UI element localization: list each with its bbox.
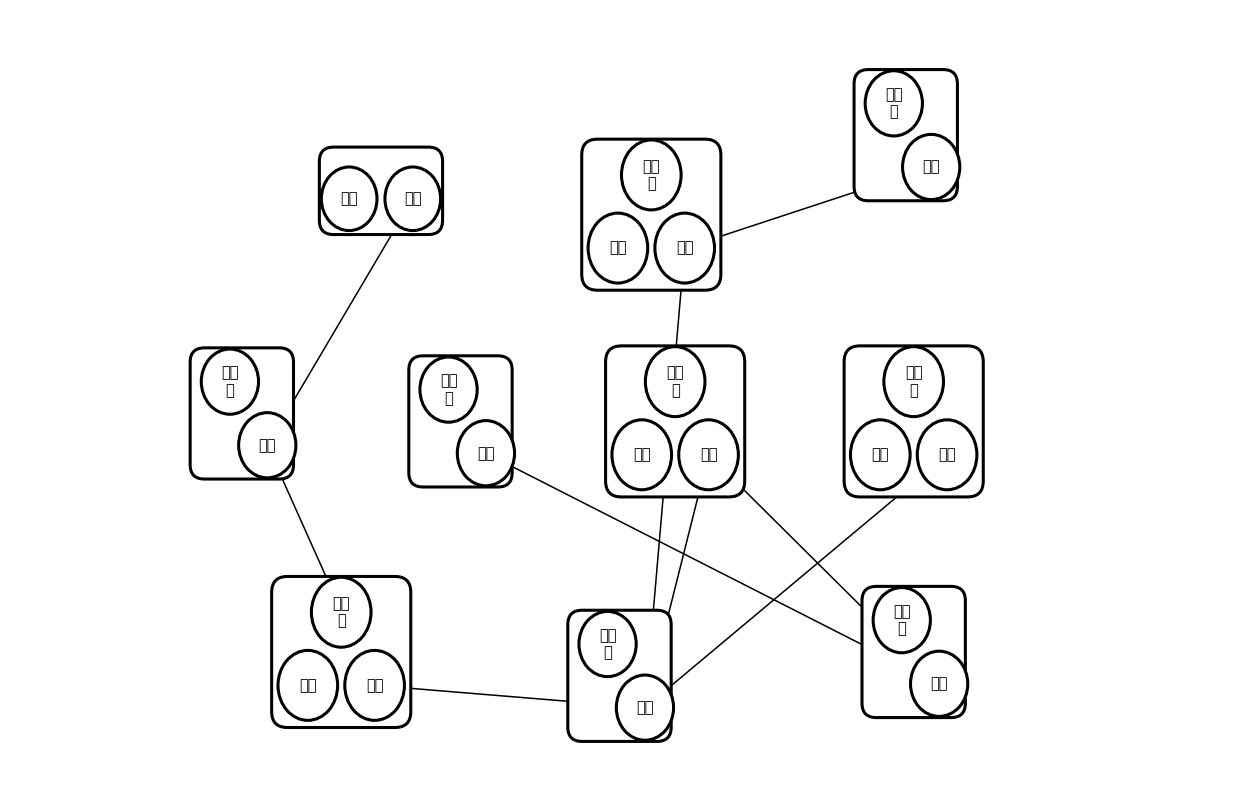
Text: 区块
链: 区块 链 xyxy=(221,366,239,398)
Text: 区块
链: 区块 链 xyxy=(598,628,616,660)
Text: 应用: 应用 xyxy=(341,191,358,206)
Ellipse shape xyxy=(917,420,976,490)
FancyBboxPatch shape xyxy=(190,348,294,479)
FancyBboxPatch shape xyxy=(854,70,958,201)
Text: 路由: 路由 xyxy=(922,160,940,174)
Ellipse shape xyxy=(911,651,968,716)
Ellipse shape xyxy=(201,349,259,414)
Ellipse shape xyxy=(278,650,338,720)
Text: 路由: 路由 xyxy=(930,676,948,691)
Ellipse shape xyxy=(850,420,911,490)
Ellipse shape xyxy=(344,650,404,720)
Ellipse shape xyxy=(902,135,960,200)
Text: 区块
链: 区块 链 xyxy=(904,366,923,398)
Ellipse shape xyxy=(239,413,296,478)
Ellipse shape xyxy=(457,421,514,486)
Ellipse shape xyxy=(883,346,944,417)
Text: 路由: 路由 xyxy=(259,438,276,453)
FancyBboxPatch shape xyxy=(862,586,965,718)
Ellipse shape xyxy=(612,420,672,490)
Text: 应用: 应用 xyxy=(871,448,890,462)
Text: 应用: 应用 xyxy=(299,678,317,693)
FancyBboxPatch shape xyxy=(409,356,512,487)
Text: 路由: 路由 xyxy=(676,241,694,255)
FancyBboxPatch shape xyxy=(844,345,984,497)
Ellipse shape xyxy=(655,213,715,283)
Ellipse shape xyxy=(311,577,370,647)
Text: 路由: 路由 xyxy=(700,448,717,462)
Ellipse shape xyxy=(873,588,930,653)
FancyBboxPatch shape xyxy=(320,147,442,234)
Ellipse shape xyxy=(321,167,377,230)
Text: 区块
链: 区块 链 xyxy=(332,596,349,629)
FancyBboxPatch shape xyxy=(582,139,721,290)
Ellipse shape xyxy=(589,213,648,283)
Text: 区块
链: 区块 链 xyxy=(643,159,660,191)
Ellipse shape xyxy=(679,420,738,490)
Text: 路由: 路由 xyxy=(404,191,421,206)
Ellipse shape xyxy=(622,140,681,210)
Ellipse shape xyxy=(865,71,922,136)
Ellipse shape xyxy=(646,346,705,417)
FancyBboxPatch shape xyxy=(271,577,411,727)
Text: 区块
链: 区块 链 xyxy=(893,604,911,637)
Ellipse shape xyxy=(385,167,441,230)
Ellipse shape xyxy=(579,611,636,676)
FancyBboxPatch shape xyxy=(567,610,672,741)
Ellipse shape xyxy=(616,675,674,740)
Text: 共识: 共识 xyxy=(633,448,650,462)
Ellipse shape xyxy=(420,357,477,423)
Text: 路由: 路由 xyxy=(366,678,383,693)
Text: 区块
链: 区块 链 xyxy=(440,373,457,406)
FancyBboxPatch shape xyxy=(606,345,745,497)
Text: 路由: 路由 xyxy=(636,700,654,715)
Text: 共识: 共识 xyxy=(610,241,627,255)
Text: 区块
链: 区块 链 xyxy=(667,366,684,398)
Text: 区块
链: 区块 链 xyxy=(885,87,902,119)
Text: 路由: 路由 xyxy=(938,448,955,462)
Text: 路由: 路由 xyxy=(477,446,494,461)
